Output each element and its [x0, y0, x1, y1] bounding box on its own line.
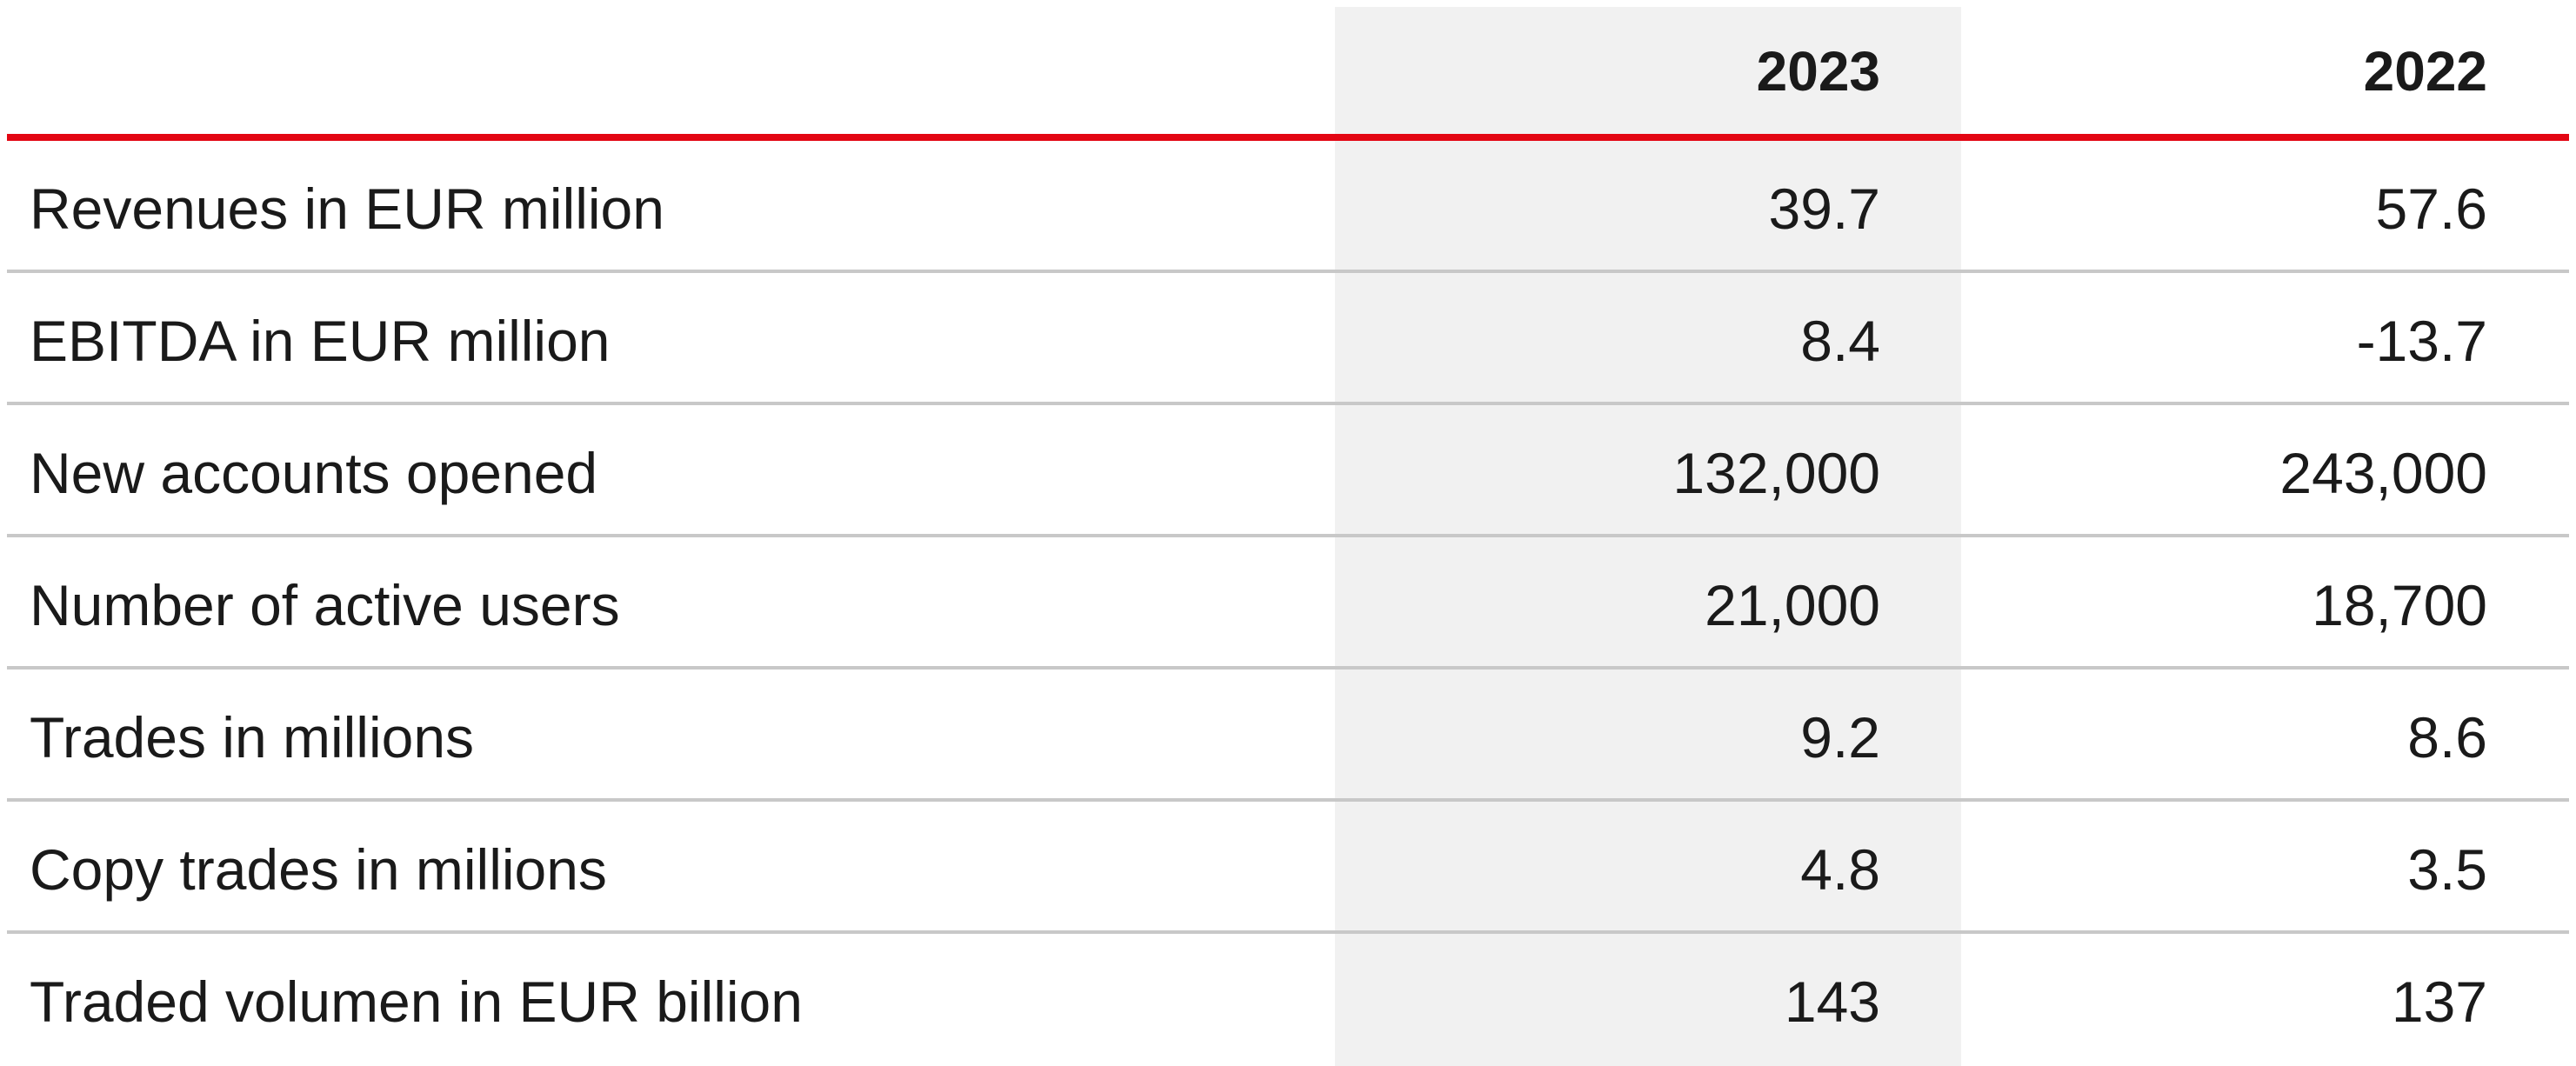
cell-2023: 132,000: [1672, 441, 1880, 505]
table-row: Copy trades in millions 4.8 3.5: [0, 802, 2576, 934]
column-header-2022: 2022: [2363, 40, 2487, 103]
table-row: Revenues in EUR million 39.7 57.6: [0, 141, 2576, 273]
cell-2023: 143: [1784, 969, 1880, 1034]
cell-2022: 57.6: [2375, 177, 2487, 241]
cell-2023: 8.4: [1800, 309, 1880, 373]
row-label: Traded volumen in EUR billion: [30, 969, 803, 1034]
row-label: Number of active users: [30, 573, 620, 637]
cell-2022: 18,700: [2312, 573, 2487, 637]
cell-2022: 243,000: [2279, 441, 2487, 505]
row-divider: [7, 270, 2569, 273]
cell-2022: 8.6: [2407, 705, 2487, 770]
cell-2023: 39.7: [1768, 177, 1880, 241]
row-label: New accounts opened: [30, 441, 598, 505]
row-divider: [7, 798, 2569, 802]
cell-2023: 9.2: [1800, 705, 1880, 770]
row-label: Trades in millions: [30, 705, 475, 770]
cell-2022: -13.7: [2356, 309, 2487, 373]
row-divider: [7, 534, 2569, 537]
row-label: EBITDA in EUR million: [30, 309, 611, 373]
row-divider: [7, 402, 2569, 405]
table-row: EBITDA in EUR million 8.4 -13.7: [0, 273, 2576, 405]
table-row: Traded volumen in EUR billion 143 137: [0, 934, 2576, 1066]
table-row: Trades in millions 9.2 8.6: [0, 670, 2576, 802]
table-row: Number of active users 21,000 18,700: [0, 537, 2576, 670]
table-header: 2023 2022: [0, 0, 2576, 137]
row-label: Copy trades in millions: [30, 837, 607, 902]
cell-2022: 137: [2391, 969, 2487, 1034]
table-row: New accounts opened 132,000 243,000: [0, 405, 2576, 537]
row-label: Revenues in EUR million: [30, 177, 664, 241]
header-divider: [7, 134, 2569, 141]
row-divider: [7, 930, 2569, 934]
cell-2023: 21,000: [1705, 573, 1880, 637]
row-divider: [7, 666, 2569, 670]
cell-2022: 3.5: [2407, 837, 2487, 902]
column-header-2023: 2023: [1756, 40, 1880, 103]
cell-2023: 4.8: [1800, 837, 1880, 902]
